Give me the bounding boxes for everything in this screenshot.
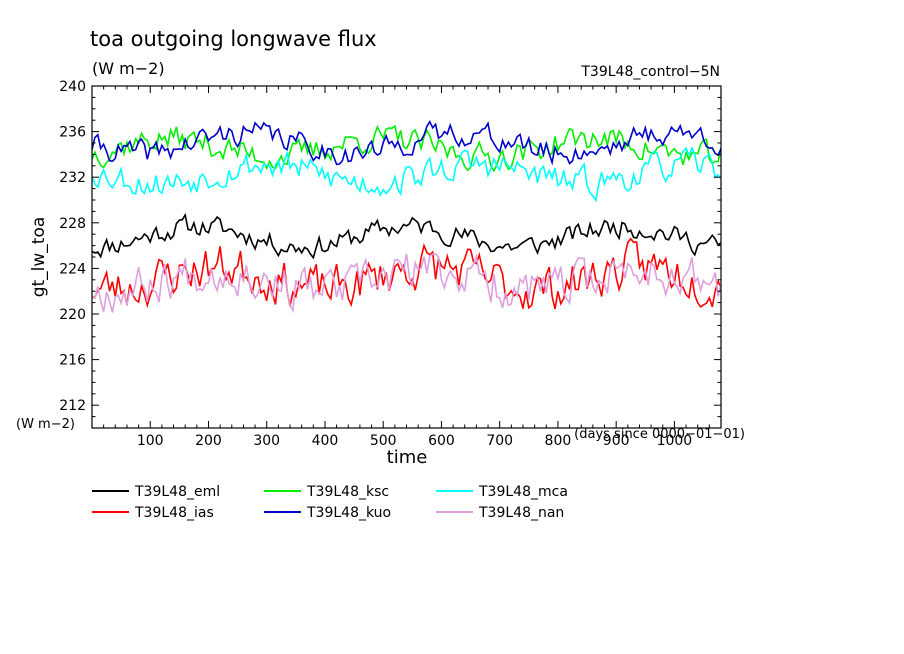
legend-item-t39l48-ias: T39L48_ias xyxy=(92,505,214,521)
legend-label: T39L48_nan xyxy=(478,505,564,521)
y-tick-label: 240 xyxy=(59,79,86,95)
legend-item-t39l48-ksc: T39L48_ksc xyxy=(264,484,389,500)
y-units-label: (W m−2) xyxy=(16,417,75,432)
chart-title: toa outgoing longwave flux xyxy=(90,27,377,51)
run-label: T39L48_control−5N xyxy=(580,64,720,80)
y-tick-label: 232 xyxy=(59,170,86,186)
x-tick-label: 900 xyxy=(603,433,630,449)
x-tick-label: 400 xyxy=(312,433,339,449)
x-tick-label: 1000 xyxy=(657,433,693,449)
y-tick-label: 216 xyxy=(59,353,86,369)
series-line-t39l48-ksc xyxy=(92,124,721,173)
y-tick-label: 236 xyxy=(59,125,86,141)
legend-item-t39l48-mca: T39L48_mca xyxy=(436,484,568,500)
x-tick-label: 500 xyxy=(370,433,397,449)
legend-item-t39l48-nan: T39L48_nan xyxy=(436,505,564,521)
series-line-t39l48-ias xyxy=(92,237,721,310)
legend-label: T39L48_eml xyxy=(134,484,220,500)
x-axis-label: time xyxy=(387,447,428,468)
legend-item-t39l48-kuo: T39L48_kuo xyxy=(264,505,391,521)
plot-frame xyxy=(91,85,722,429)
legend-label: T39L48_kuo xyxy=(306,505,391,521)
y-tick-label: 224 xyxy=(59,261,86,277)
series-line-t39l48-kuo xyxy=(92,120,721,166)
legend-item-t39l48-eml: T39L48_eml xyxy=(92,484,220,500)
y-tick-label: 212 xyxy=(59,398,86,414)
x-tick-label: 200 xyxy=(195,433,222,449)
legend: T39L48_eml T39L48_ias T39L48_ksc T39L48_kuo… xyxy=(92,484,568,521)
y-tick-label: 220 xyxy=(59,307,86,323)
x-tick-label: 700 xyxy=(486,433,513,449)
series-layer xyxy=(92,120,721,314)
x-tick-label: 600 xyxy=(428,433,455,449)
x-tick-label: 100 xyxy=(137,433,164,449)
x-units-label: (days since 0000−01−01) xyxy=(574,427,745,442)
legend-label: T39L48_ias xyxy=(134,505,214,521)
x-tick-label: 300 xyxy=(253,433,280,449)
y-axis-label: gt_lw_toa xyxy=(29,217,49,298)
series-line-t39l48-nan xyxy=(92,252,721,314)
y-tick-label: 228 xyxy=(59,216,86,232)
legend-label: T39L48_ksc xyxy=(306,484,389,500)
units-label: (W m−2) xyxy=(92,59,165,78)
series-line-t39l48-mca xyxy=(92,146,721,203)
x-tick-label: 800 xyxy=(545,433,572,449)
series-line-t39l48-eml xyxy=(92,212,721,260)
legend-label: T39L48_mca xyxy=(478,484,568,500)
